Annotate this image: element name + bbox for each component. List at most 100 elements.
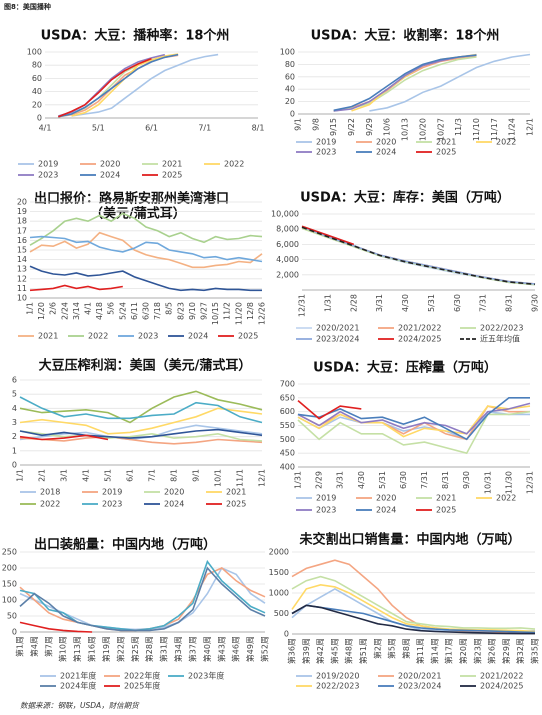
x-tick-label: 第25周 bbox=[130, 636, 140, 662]
series-line bbox=[29, 235, 263, 263]
y-tick-label: 2 bbox=[12, 432, 17, 441]
legend-label: 2021 bbox=[226, 488, 246, 497]
x-tick-label: 第8周 bbox=[401, 638, 411, 659]
x-tick-label: 第10周 bbox=[58, 636, 68, 662]
y-tick-label: 12 bbox=[17, 274, 27, 283]
x-tick-label: 11/24 bbox=[508, 118, 517, 141]
x-tick-label: 第36周 bbox=[287, 638, 297, 664]
legend-label: 2025 bbox=[238, 332, 258, 341]
x-tick-label: 4/1 bbox=[82, 469, 91, 482]
series-line bbox=[58, 57, 152, 118]
x-tick-label: 第40周 bbox=[202, 636, 212, 662]
x-tick-label: 6/1 bbox=[126, 469, 135, 482]
y-tick-label: 0 bbox=[290, 110, 295, 119]
legend-label: 2024/2025 bbox=[480, 682, 523, 691]
legend-label: 2024年度 bbox=[60, 681, 96, 691]
legend-label: 2023 bbox=[102, 500, 122, 509]
legend-label: 2021 bbox=[436, 138, 456, 147]
series-line bbox=[301, 226, 536, 286]
x-tick-label: 1/31 bbox=[323, 294, 332, 312]
y-tick-label: 20 bbox=[17, 198, 27, 207]
x-tick-label: 5/31 bbox=[378, 471, 387, 489]
x-tick-label: 7/31 bbox=[420, 471, 429, 489]
x-tick-label: 8/31 bbox=[505, 294, 514, 312]
y-tick-label: 500 bbox=[274, 609, 289, 618]
legend-label: 2025 bbox=[436, 148, 456, 157]
x-tick-label: 11/10 bbox=[472, 118, 481, 141]
series-line bbox=[333, 56, 477, 112]
x-tick-label: 第4周 bbox=[29, 636, 39, 657]
x-tick-label: 12/1 bbox=[258, 469, 267, 487]
legend-label: 2021/2022 bbox=[480, 672, 523, 681]
series-line bbox=[297, 410, 531, 455]
series-line bbox=[297, 397, 530, 441]
legend-label: 2025年度 bbox=[124, 681, 160, 691]
legend-label: 2019 bbox=[38, 160, 58, 169]
legend-label: 2022/2023 bbox=[316, 682, 359, 691]
legend-label: 2023年度 bbox=[188, 671, 224, 681]
x-tick-label: 5/24 bbox=[118, 302, 127, 320]
series-line bbox=[29, 212, 263, 246]
x-tick-label: 第7周 bbox=[43, 636, 53, 657]
legend-label: 2022 bbox=[88, 332, 108, 341]
x-tick-label: 1/31 bbox=[294, 471, 303, 489]
x-tick-label: 第2周 bbox=[372, 638, 382, 659]
series-line bbox=[301, 226, 536, 286]
series-line bbox=[19, 407, 263, 435]
y-tick-label: 17 bbox=[17, 226, 27, 235]
legend-label: 2022 bbox=[496, 494, 516, 503]
x-tick-label: 10/27 bbox=[436, 118, 445, 141]
x-tick-label: 8/31 bbox=[441, 471, 450, 489]
legend-label: 2020/2021 bbox=[316, 324, 359, 333]
x-tick-label: 12/1 bbox=[526, 118, 535, 136]
legend-label: 2023/2024 bbox=[398, 682, 441, 691]
y-tick-label: 1000 bbox=[269, 589, 289, 598]
y-tick-label: 0 bbox=[12, 461, 17, 470]
x-tick-label: 11/20 bbox=[234, 302, 243, 325]
legend-label: 2020 bbox=[376, 494, 396, 503]
source-note: 数据来源：钢联，USDA，财信期货 bbox=[20, 701, 140, 710]
x-tick-label: 1/1 bbox=[26, 302, 35, 315]
legend-label: 2021 bbox=[38, 332, 58, 341]
series-line bbox=[301, 225, 355, 246]
y-tick-label: 20 bbox=[32, 100, 42, 109]
series-line bbox=[19, 430, 263, 442]
legend-label: 2021/2022 bbox=[398, 324, 441, 333]
legend-label: 2020 bbox=[164, 488, 184, 497]
y-tick-label: 10 bbox=[17, 294, 27, 303]
series-line bbox=[19, 566, 266, 631]
legend-label: 2023 bbox=[138, 332, 158, 341]
x-tick-label: 9/30 bbox=[462, 471, 471, 489]
x-tick-label: 第1周 bbox=[15, 636, 25, 657]
x-tick-label: 第39周 bbox=[301, 638, 311, 664]
series-line bbox=[301, 226, 536, 285]
series-line bbox=[333, 54, 477, 112]
legend-label: 2019 bbox=[102, 488, 122, 497]
series-line bbox=[71, 53, 219, 117]
legend-label: 2024 bbox=[164, 500, 184, 509]
x-tick-label: 3/1 bbox=[60, 469, 69, 482]
series-line bbox=[19, 390, 263, 424]
y-tick-label: 5 bbox=[12, 390, 17, 399]
y-tick-label: 16 bbox=[17, 236, 27, 245]
x-tick-label: 10/6 bbox=[383, 118, 392, 136]
x-tick-label: 4/1 bbox=[84, 302, 93, 315]
y-tick-label: 20 bbox=[285, 97, 295, 106]
legend-label: 2024 bbox=[376, 148, 396, 157]
x-tick-label: 4/1 bbox=[39, 124, 52, 133]
legend-label: 2018 bbox=[40, 488, 60, 497]
y-tick-label: 550 bbox=[280, 421, 295, 430]
legend-label: 2019 bbox=[316, 138, 336, 147]
x-tick-label: 5/6 bbox=[107, 302, 116, 315]
y-tick-label: 10,000 bbox=[271, 210, 299, 219]
series-line bbox=[297, 405, 531, 438]
series-line bbox=[301, 227, 536, 286]
series-line bbox=[19, 621, 93, 633]
x-tick-label: 5/31 bbox=[427, 294, 436, 312]
x-tick-label: 10/1 bbox=[214, 469, 223, 487]
x-tick-label: 2/24 bbox=[60, 302, 69, 320]
x-tick-label: 第19周 bbox=[101, 636, 111, 662]
y-tick-label: 100 bbox=[280, 48, 295, 57]
x-tick-label: 6/11 bbox=[130, 302, 139, 320]
series-line bbox=[29, 265, 262, 292]
